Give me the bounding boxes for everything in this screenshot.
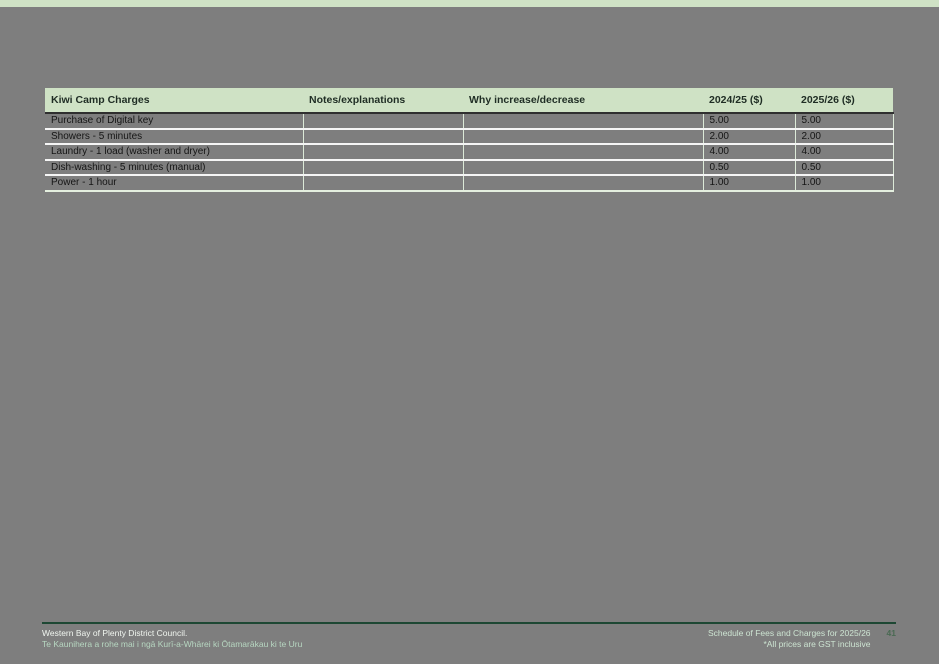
footer-divider xyxy=(42,622,896,624)
notes-cell xyxy=(303,113,464,130)
why-cell xyxy=(463,159,704,176)
col-header-notes-explanations: Notes/explanations xyxy=(303,88,463,114)
notes-cell xyxy=(303,175,464,192)
col-header-2025-26: 2025/26 ($) xyxy=(795,88,893,114)
col-header-2024-25: 2024/25 ($) xyxy=(703,88,795,114)
service-name-cell: Laundry - 1 load (washer and dryer) xyxy=(45,144,304,161)
why-cell xyxy=(463,128,704,145)
council-motto: Te Kaunihera a rohe mai i ngā Kurī-a-Whā… xyxy=(42,639,303,649)
table-row: Power - 1 hour 1.00 1.00 xyxy=(45,175,894,192)
fees-table: Kiwi Camp Charges Notes/explanations Why… xyxy=(45,88,894,192)
why-cell xyxy=(463,144,704,161)
price-2024-25-cell: 5.00 xyxy=(703,113,796,130)
notes-cell xyxy=(303,128,464,145)
page-footer: Western Bay of Plenty District Council. … xyxy=(42,622,896,650)
table-header-row: Kiwi Camp Charges Notes/explanations Why… xyxy=(45,88,893,114)
table-row: Showers - 5 minutes 2.00 2.00 xyxy=(45,128,894,145)
table-row: Purchase of Digital key 5.00 5.00 xyxy=(45,113,894,130)
price-2024-25-cell: 2.00 xyxy=(703,128,796,145)
service-name-cell: Showers - 5 minutes xyxy=(45,128,304,145)
top-accent-bar xyxy=(0,0,939,7)
table-row: Dish-washing - 5 minutes (manual) 0.50 0… xyxy=(45,159,894,176)
price-2025-26-cell: 2.00 xyxy=(795,128,894,145)
service-name-cell: Power - 1 hour xyxy=(45,175,304,192)
price-2025-26-cell: 5.00 xyxy=(795,113,894,130)
price-2024-25-cell: 0.50 xyxy=(703,159,796,176)
price-2025-26-cell: 0.50 xyxy=(795,159,894,176)
price-2025-26-cell: 4.00 xyxy=(795,144,894,161)
why-cell xyxy=(463,175,704,192)
notes-cell xyxy=(303,144,464,161)
price-2025-26-cell: 1.00 xyxy=(795,175,894,192)
col-header-kiwi-camp-charges: Kiwi Camp Charges xyxy=(45,88,303,114)
service-name-cell: Dish-washing - 5 minutes (manual) xyxy=(45,159,304,176)
col-header-why-increase-decrease: Why increase/decrease xyxy=(463,88,703,114)
price-2024-25-cell: 1.00 xyxy=(703,175,796,192)
price-2024-25-cell: 4.00 xyxy=(703,144,796,161)
page-number: 41 xyxy=(886,628,896,638)
table-row: Laundry - 1 load (washer and dryer) 4.00… xyxy=(45,144,894,161)
council-name: Western Bay of Plenty District Council. xyxy=(42,628,188,638)
gst-note: *All prices are GST inclusive xyxy=(763,639,871,649)
notes-cell xyxy=(303,159,464,176)
document-title: Schedule of Fees and Charges for 2025/26 xyxy=(707,628,871,638)
service-name-cell: Purchase of Digital key xyxy=(45,113,304,130)
why-cell xyxy=(463,113,704,130)
